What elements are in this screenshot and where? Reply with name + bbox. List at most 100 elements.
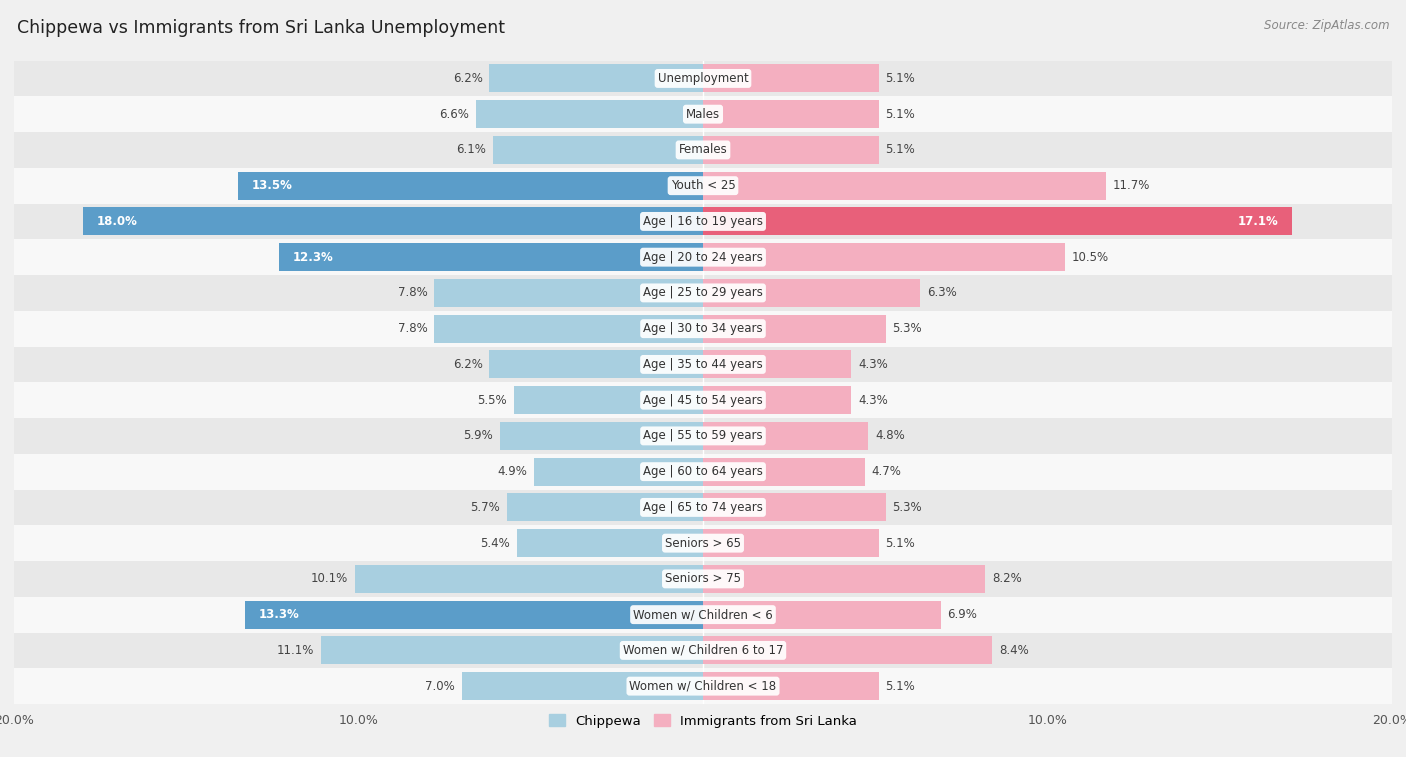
Bar (703, 386, 851, 414)
Bar (703, 529, 879, 557)
Bar (434, 315, 703, 343)
Text: 7.0%: 7.0% (425, 680, 456, 693)
Bar (703, 315, 886, 343)
Bar (517, 529, 703, 557)
Legend: Chippewa, Immigrants from Sri Lanka: Chippewa, Immigrants from Sri Lanka (544, 709, 862, 733)
Text: Age | 35 to 44 years: Age | 35 to 44 years (643, 358, 763, 371)
Bar (14, 597, 1392, 633)
Text: Unemployment: Unemployment (658, 72, 748, 85)
Text: Age | 25 to 29 years: Age | 25 to 29 years (643, 286, 763, 300)
Text: 5.5%: 5.5% (477, 394, 506, 407)
Bar (14, 61, 1392, 96)
Text: 4.7%: 4.7% (872, 465, 901, 478)
Bar (703, 100, 879, 128)
Bar (14, 275, 1392, 311)
Bar (499, 422, 703, 450)
Text: 8.4%: 8.4% (1000, 644, 1029, 657)
Text: 7.8%: 7.8% (398, 322, 427, 335)
Text: 10.1%: 10.1% (311, 572, 349, 585)
Text: Source: ZipAtlas.com: Source: ZipAtlas.com (1264, 19, 1389, 32)
Text: 6.2%: 6.2% (453, 72, 482, 85)
Text: 17.1%: 17.1% (1237, 215, 1278, 228)
Text: Age | 30 to 34 years: Age | 30 to 34 years (643, 322, 763, 335)
Bar (461, 672, 703, 700)
Bar (14, 132, 1392, 168)
Text: Chippewa vs Immigrants from Sri Lanka Unemployment: Chippewa vs Immigrants from Sri Lanka Un… (17, 19, 505, 37)
Text: 5.4%: 5.4% (481, 537, 510, 550)
Text: 5.1%: 5.1% (886, 107, 915, 120)
Text: Age | 60 to 64 years: Age | 60 to 64 years (643, 465, 763, 478)
Bar (489, 64, 703, 92)
Text: 4.3%: 4.3% (858, 394, 887, 407)
Text: 11.1%: 11.1% (277, 644, 314, 657)
Text: Age | 20 to 24 years: Age | 20 to 24 years (643, 251, 763, 263)
Bar (14, 382, 1392, 418)
Bar (14, 96, 1392, 132)
Bar (14, 490, 1392, 525)
Bar (703, 243, 1064, 271)
Bar (703, 279, 920, 307)
Text: 6.6%: 6.6% (439, 107, 468, 120)
Text: Females: Females (679, 143, 727, 157)
Bar (238, 172, 703, 200)
Text: Women w/ Children 6 to 17: Women w/ Children 6 to 17 (623, 644, 783, 657)
Bar (494, 136, 703, 164)
Bar (245, 601, 703, 628)
Text: 5.3%: 5.3% (893, 501, 922, 514)
Bar (14, 525, 1392, 561)
Text: 7.8%: 7.8% (398, 286, 427, 300)
Bar (356, 565, 703, 593)
Bar (703, 136, 879, 164)
Bar (14, 204, 1392, 239)
Bar (14, 311, 1392, 347)
Bar (506, 494, 703, 522)
Bar (280, 243, 703, 271)
Text: 4.3%: 4.3% (858, 358, 887, 371)
Text: 5.9%: 5.9% (463, 429, 494, 442)
Text: 6.1%: 6.1% (456, 143, 486, 157)
Text: 4.9%: 4.9% (498, 465, 527, 478)
Text: 6.3%: 6.3% (927, 286, 956, 300)
Text: Age | 45 to 54 years: Age | 45 to 54 years (643, 394, 763, 407)
Bar (14, 168, 1392, 204)
Text: 5.1%: 5.1% (886, 680, 915, 693)
Text: 11.7%: 11.7% (1114, 179, 1150, 192)
Bar (489, 350, 703, 378)
Text: 4.8%: 4.8% (875, 429, 905, 442)
Text: 5.1%: 5.1% (886, 143, 915, 157)
Text: Age | 55 to 59 years: Age | 55 to 59 years (643, 429, 763, 442)
Bar (703, 172, 1107, 200)
Bar (83, 207, 703, 235)
Text: Males: Males (686, 107, 720, 120)
Bar (703, 422, 869, 450)
Text: 5.1%: 5.1% (886, 72, 915, 85)
Bar (14, 239, 1392, 275)
Bar (703, 64, 879, 92)
Bar (434, 279, 703, 307)
Bar (14, 418, 1392, 453)
Bar (703, 207, 1292, 235)
Bar (14, 633, 1392, 668)
Bar (703, 565, 986, 593)
Bar (534, 458, 703, 485)
Text: Age | 16 to 19 years: Age | 16 to 19 years (643, 215, 763, 228)
Text: 13.3%: 13.3% (259, 608, 299, 621)
Bar (14, 668, 1392, 704)
Text: 18.0%: 18.0% (97, 215, 138, 228)
Bar (513, 386, 703, 414)
Text: 12.3%: 12.3% (292, 251, 333, 263)
Bar (14, 347, 1392, 382)
Text: 8.2%: 8.2% (993, 572, 1022, 585)
Text: 6.9%: 6.9% (948, 608, 977, 621)
Text: Seniors > 75: Seniors > 75 (665, 572, 741, 585)
Bar (703, 637, 993, 665)
Bar (321, 637, 703, 665)
Text: 5.3%: 5.3% (893, 322, 922, 335)
Bar (14, 561, 1392, 597)
Text: 5.1%: 5.1% (886, 537, 915, 550)
Text: Women w/ Children < 6: Women w/ Children < 6 (633, 608, 773, 621)
Text: Women w/ Children < 18: Women w/ Children < 18 (630, 680, 776, 693)
Text: 6.2%: 6.2% (453, 358, 482, 371)
Text: Seniors > 65: Seniors > 65 (665, 537, 741, 550)
Text: 13.5%: 13.5% (252, 179, 292, 192)
